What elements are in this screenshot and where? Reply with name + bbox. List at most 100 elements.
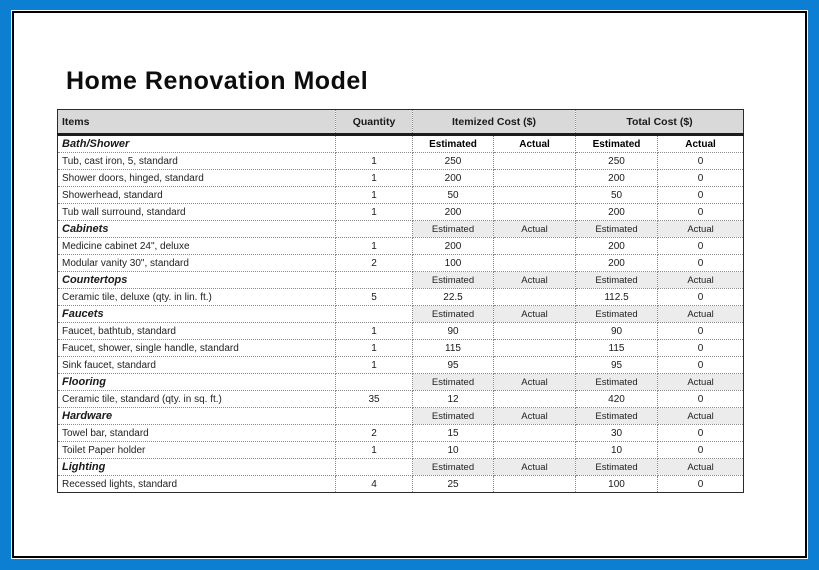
itemized-estimated-subheader: Estimated	[412, 373, 494, 391]
table-row: Modular vanity 30", standard 2 100 200 0	[57, 254, 745, 272]
quantity-cell: 4	[335, 475, 413, 493]
total-actual-cell: 0	[657, 288, 745, 306]
itemized-actual-cell	[492, 441, 577, 459]
itemized-actual-cell	[492, 424, 577, 442]
section-title: Cabinets	[57, 220, 336, 238]
quantity-cell: 2	[335, 424, 413, 442]
table-row: Ceramic tile, standard (qty. in sq. ft.)…	[57, 390, 745, 408]
total-actual-subheader: Actual	[657, 134, 745, 153]
total-estimated-subheader: Estimated	[575, 134, 659, 153]
quantity-cell: 1	[335, 339, 413, 357]
itemized-actual-cell	[492, 322, 577, 340]
table-row: Ceramic tile, deluxe (qty. in lin. ft.) 5…	[57, 288, 745, 306]
section-quantity-cell	[335, 458, 413, 476]
section-title: Lighting	[57, 458, 336, 476]
item-name-cell: Ceramic tile, standard (qty. in sq. ft.)	[57, 390, 336, 408]
itemized-estimated-cell: 90	[412, 322, 494, 340]
column-header-quantity: Quantity	[335, 109, 413, 136]
total-estimated-subheader: Estimated	[575, 271, 659, 289]
total-actual-subheader: Actual	[657, 271, 745, 289]
section-title: Hardware	[57, 407, 336, 425]
itemized-estimated-subheader: Estimated	[412, 305, 494, 323]
table-row: Showerhead, standard 1 50 50 0	[57, 186, 745, 204]
section-quantity-cell	[335, 271, 413, 289]
itemized-actual-cell	[492, 152, 577, 170]
item-name-cell: Ceramic tile, deluxe (qty. in lin. ft.)	[57, 288, 336, 306]
itemized-actual-cell	[492, 356, 577, 374]
item-name-cell: Recessed lights, standard	[57, 475, 336, 493]
itemized-actual-cell	[492, 169, 577, 187]
itemized-actual-cell	[492, 288, 577, 306]
itemized-estimated-cell: 200	[412, 203, 494, 221]
total-actual-cell: 0	[657, 339, 745, 357]
table-row: Shower doors, hinged, standard 1 200 200 0	[57, 169, 745, 187]
section-row: Flooring Estimated Actual Estimated Actual	[57, 373, 745, 391]
total-actual-subheader: Actual	[657, 305, 745, 323]
section-quantity-cell	[335, 305, 413, 323]
quantity-cell: 1	[335, 186, 413, 204]
item-name-cell: Toilet Paper holder	[57, 441, 336, 459]
itemized-estimated-cell: 10	[412, 441, 494, 459]
section-title: Bath/Shower	[57, 134, 336, 153]
total-actual-cell: 0	[657, 390, 745, 408]
quantity-cell: 35	[335, 390, 413, 408]
total-actual-cell: 0	[657, 356, 745, 374]
document-page: Home Renovation Model Items Quantity Ite…	[12, 11, 807, 558]
itemized-estimated-subheader: Estimated	[412, 220, 494, 238]
itemized-actual-subheader: Actual	[492, 458, 577, 476]
itemized-actual-cell	[492, 339, 577, 357]
quantity-cell: 1	[335, 322, 413, 340]
total-estimated-cell: 100	[575, 475, 659, 493]
section-quantity-cell	[335, 407, 413, 425]
section-row: Cabinets Estimated Actual Estimated Actual	[57, 220, 745, 238]
total-actual-cell: 0	[657, 254, 745, 272]
itemized-actual-cell	[492, 237, 577, 255]
total-estimated-cell: 10	[575, 441, 659, 459]
quantity-cell: 1	[335, 237, 413, 255]
itemized-actual-cell	[492, 254, 577, 272]
section-row: Countertops Estimated Actual Estimated Actua…	[57, 271, 745, 289]
total-actual-cell: 0	[657, 203, 745, 221]
table-row: Medicine cabinet 24", deluxe 1 200 200 0	[57, 237, 745, 255]
section-row: Faucets Estimated Actual Estimated Actual	[57, 305, 745, 323]
item-name-cell: Shower doors, hinged, standard	[57, 169, 336, 187]
itemized-estimated-cell: 200	[412, 237, 494, 255]
item-name-cell: Sink faucet, standard	[57, 356, 336, 374]
itemized-estimated-cell: 22.5	[412, 288, 494, 306]
total-estimated-cell: 50	[575, 186, 659, 204]
section-row: Hardware Estimated Actual Estimated Actual	[57, 407, 745, 425]
total-estimated-cell: 200	[575, 237, 659, 255]
itemized-estimated-subheader: Estimated	[412, 271, 494, 289]
itemized-estimated-subheader: Estimated	[412, 407, 494, 425]
total-actual-cell: 0	[657, 441, 745, 459]
quantity-cell: 1	[335, 152, 413, 170]
total-actual-cell: 0	[657, 322, 745, 340]
column-header-total-cost: Total Cost ($)	[575, 109, 745, 136]
total-actual-cell: 0	[657, 186, 745, 204]
item-name-cell: Towel bar, standard	[57, 424, 336, 442]
total-estimated-cell: 420	[575, 390, 659, 408]
total-estimated-cell: 112.5	[575, 288, 659, 306]
quantity-cell: 2	[335, 254, 413, 272]
itemized-estimated-subheader: Estimated	[412, 458, 494, 476]
renovation-table-body: Bath/Shower Estimated Actual Estimated Actua…	[57, 134, 745, 493]
quantity-cell: 1	[335, 356, 413, 374]
itemized-actual-cell	[492, 203, 577, 221]
total-actual-subheader: Actual	[657, 220, 745, 238]
section-row: Lighting Estimated Actual Estimated Actual	[57, 458, 745, 476]
section-title: Faucets	[57, 305, 336, 323]
itemized-estimated-cell: 25	[412, 475, 494, 493]
total-estimated-cell: 200	[575, 169, 659, 187]
itemized-actual-subheader: Actual	[492, 305, 577, 323]
item-name-cell: Tub wall surround, standard	[57, 203, 336, 221]
itemized-estimated-cell: 15	[412, 424, 494, 442]
table-row: Faucet, shower, single handle, standard 1…	[57, 339, 745, 357]
total-actual-subheader: Actual	[657, 458, 745, 476]
column-header-items: Items	[57, 109, 336, 136]
total-estimated-cell: 90	[575, 322, 659, 340]
item-name-cell: Tub, cast iron, 5, standard	[57, 152, 336, 170]
quantity-cell: 1	[335, 169, 413, 187]
total-actual-cell: 0	[657, 237, 745, 255]
quantity-cell: 5	[335, 288, 413, 306]
